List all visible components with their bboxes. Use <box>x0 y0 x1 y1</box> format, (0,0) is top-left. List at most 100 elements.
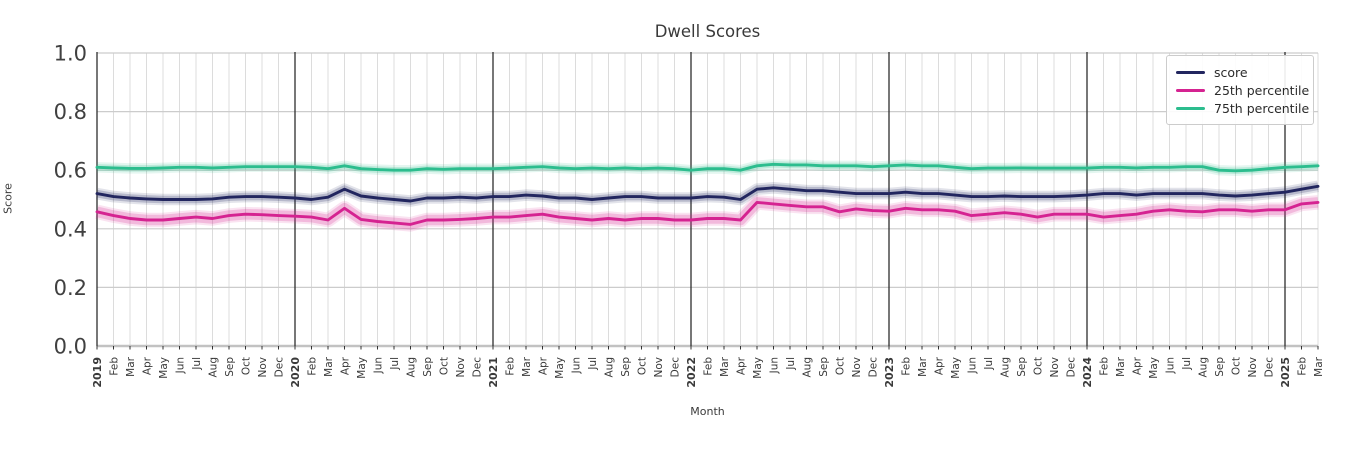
x-tick-label: Apr <box>736 356 748 375</box>
x-tick-label: 2021 <box>487 357 500 388</box>
x-tick-label: Oct <box>835 357 847 375</box>
x-tick-label: Sep <box>422 357 434 377</box>
legend-entry: 25th percentile <box>1176 81 1309 99</box>
x-tick-label: Aug <box>802 357 814 378</box>
x-tick-label: Oct <box>637 357 649 375</box>
x-tick-label: Jul <box>785 357 797 371</box>
series-line-25th-percentile <box>95 200 1320 226</box>
series-line-75th-percentile <box>95 162 1320 173</box>
x-tick-label: Jun <box>571 357 583 374</box>
x-tick-label: Jun <box>373 357 385 374</box>
x-tick-label: Oct <box>1033 357 1045 375</box>
legend-entry: score <box>1176 63 1304 81</box>
x-tick-label: Feb <box>1297 357 1309 376</box>
x-tick-label: Jul <box>191 357 203 371</box>
x-tick-label: May <box>950 357 962 379</box>
x-tick-label: May <box>1148 357 1160 379</box>
x-tick-label: Aug <box>406 357 418 378</box>
x-tick-label: Dec <box>472 357 484 378</box>
x-tick-label: 2024 <box>1081 357 1094 388</box>
x-tick-label: Nov <box>1049 357 1061 378</box>
x-tick-label: Dec <box>670 357 682 378</box>
x-tick-label: Nov <box>455 357 467 378</box>
y-tick-label: 1.0 <box>54 42 87 66</box>
chart-title: Dwell Scores <box>654 22 761 41</box>
x-tick-label: Sep <box>224 357 236 377</box>
x-tick-label: Dec <box>868 357 880 378</box>
x-tick-label: Apr <box>142 356 154 375</box>
x-tick-label: 2020 <box>289 357 302 388</box>
x-tick-label: May <box>752 357 764 379</box>
x-tick-labels: 2019 Feb Mar Apr May Jun Jul Aug Sep Oct Nov Dec 202… <box>91 346 1325 388</box>
x-tick-label: Jul <box>389 357 401 371</box>
x-tick-label: Sep <box>620 357 632 377</box>
x-tick-label: Feb <box>109 357 121 376</box>
x-tick-label: Mar <box>1115 356 1127 376</box>
data-lines <box>95 162 1320 226</box>
legend-label: 75th percentile <box>1214 100 1310 116</box>
x-tick-label: Oct <box>241 357 253 375</box>
y-tick-label: 0.2 <box>54 276 87 300</box>
x-tick-label: Mar <box>719 356 731 376</box>
legend: score 25th percentile 75th percentile <box>1166 55 1314 125</box>
x-tick-label: Aug <box>604 357 616 378</box>
x-tick-label: Nov <box>653 357 665 378</box>
x-tick-label: Nov <box>851 357 863 378</box>
x-tick-label: Nov <box>1247 357 1259 378</box>
series-line-score <box>95 184 1320 203</box>
x-tick-label: Apr <box>538 356 550 375</box>
x-tick-label: Sep <box>1016 357 1028 377</box>
x-tick-label: Jul <box>1181 357 1193 371</box>
x-tick-label: Jun <box>1165 357 1177 374</box>
x-tick-label: Apr <box>934 356 946 375</box>
x-axis-label: Month <box>690 405 725 418</box>
x-tick-label: Apr <box>1132 356 1144 375</box>
x-tick-label: May <box>554 357 566 379</box>
x-tick-label: Jul <box>983 357 995 371</box>
x-tick-label: 2025 <box>1279 357 1292 388</box>
x-tick-label: Aug <box>1198 357 1210 378</box>
x-tick-label: Mar <box>521 356 533 376</box>
x-tick-label: Mar <box>1313 356 1325 376</box>
x-tick-label: Dec <box>274 357 286 378</box>
y-tick-labels: 0.0 0.2 0.4 0.6 0.8 1.0 <box>54 42 87 359</box>
x-tick-label: 2022 <box>685 357 698 388</box>
x-tick-label: Sep <box>1214 357 1226 377</box>
legend-entry: 75th percentile <box>1176 99 1309 117</box>
y-tick-label: 0.0 <box>54 335 87 359</box>
x-tick-label: Mar <box>917 356 929 376</box>
x-tick-label: Aug <box>1000 357 1012 378</box>
x-tick-label: Feb <box>901 357 913 376</box>
legend-line-swatch <box>1176 106 1205 110</box>
x-tick-label: Dec <box>1264 357 1276 378</box>
x-tick-label: Feb <box>703 357 715 376</box>
x-tick-label: Oct <box>439 357 451 375</box>
x-tick-label: 2023 <box>883 357 896 388</box>
x-tick-label: Jun <box>967 357 979 374</box>
y-tick-label: 0.4 <box>54 217 87 241</box>
x-tick-label: Nov <box>257 357 269 378</box>
x-tick-label: Jun <box>175 357 187 374</box>
x-tick-label: Dec <box>1066 357 1078 378</box>
x-tick-label: Aug <box>208 357 220 378</box>
x-tick-label: Apr <box>340 356 352 375</box>
x-tick-label: Jul <box>587 357 599 371</box>
x-tick-label: Mar <box>125 356 137 376</box>
legend-line-swatch <box>1176 70 1205 74</box>
x-tick-label: Sep <box>818 357 830 377</box>
y-tick-label: 0.6 <box>54 159 87 183</box>
x-tick-label: May <box>356 357 368 379</box>
x-tick-label: 2019 <box>91 357 104 388</box>
x-tick-label: Feb <box>505 357 517 376</box>
x-tick-label: Feb <box>1099 357 1111 376</box>
x-tick-label: Jun <box>769 357 781 374</box>
x-tick-label: Oct <box>1231 357 1243 375</box>
x-tick-label: Feb <box>307 357 319 376</box>
legend-label: 25th percentile <box>1214 82 1310 98</box>
x-tick-label: Mar <box>323 356 335 376</box>
legend-line-swatch <box>1176 88 1205 92</box>
y-tick-label: 0.8 <box>54 100 87 124</box>
x-tick-label: May <box>158 357 170 379</box>
